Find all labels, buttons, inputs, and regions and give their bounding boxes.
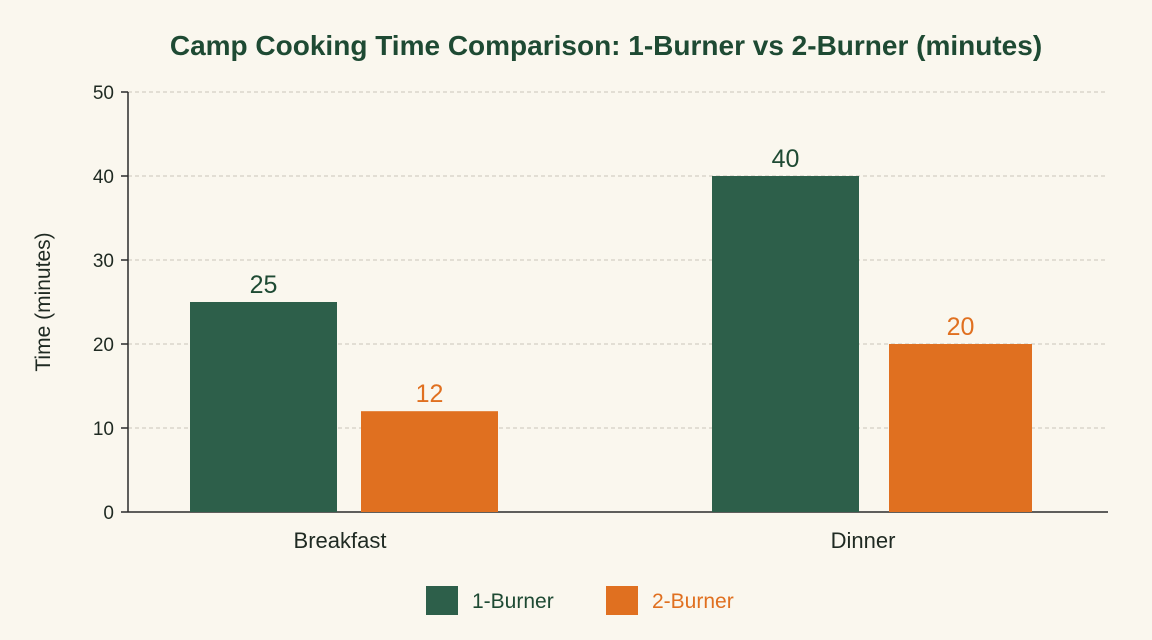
legend-item-2-burner[interactable]: 2-Burner (606, 586, 734, 615)
legend-label: 1-Burner (472, 590, 554, 613)
x-category-label: Dinner (831, 528, 896, 553)
legend-swatch (606, 586, 638, 615)
y-tick-label: 40 (93, 167, 114, 188)
data-label: 40 (772, 145, 800, 173)
y-tick-label: 20 (93, 335, 114, 356)
y-tick-label: 10 (93, 419, 114, 440)
y-tick-label: 30 (93, 251, 114, 272)
axes: 0 10 20 30 40 50 Breakfast Dinner (93, 83, 1108, 553)
y-tick-label: 0 (103, 503, 114, 524)
y-axis-label: Time (minutes) (32, 232, 55, 371)
data-label: 12 (416, 380, 444, 408)
legend-label: 2-Burner (652, 590, 734, 613)
bar-dinner-2-burner (889, 344, 1032, 512)
bar-breakfast-2-burner (361, 411, 498, 512)
data-labels: 25 12 40 20 (250, 145, 975, 408)
chart-title: Camp Cooking Time Comparison: 1-Burner v… (170, 30, 1042, 61)
bar-breakfast-1-burner (190, 302, 337, 512)
y-tick-label: 50 (93, 83, 114, 104)
data-label: 20 (947, 313, 975, 341)
legend-item-1-burner[interactable]: 1-Burner (426, 586, 554, 615)
bar-dinner-1-burner (712, 176, 859, 512)
legend-swatch (426, 586, 458, 615)
legend[interactable]: 1-Burner 2-Burner (426, 586, 734, 615)
data-label: 25 (250, 271, 278, 299)
x-category-label: Breakfast (294, 528, 387, 553)
bars (190, 176, 1032, 512)
